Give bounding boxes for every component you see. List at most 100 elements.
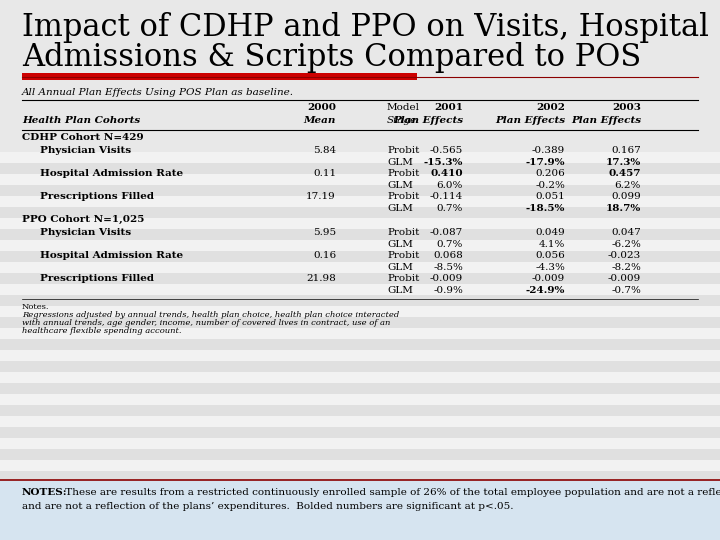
Text: Impact of CDHP and PPO on Visits, Hospital: Impact of CDHP and PPO on Visits, Hospit… — [22, 12, 709, 43]
Text: Probit: Probit — [387, 146, 419, 155]
Text: PPO Cohort N=1,025: PPO Cohort N=1,025 — [22, 215, 145, 224]
Text: Probit: Probit — [387, 228, 419, 237]
Text: healthcare flexible spending account.: healthcare flexible spending account. — [22, 327, 181, 335]
Text: 2001: 2001 — [434, 103, 463, 112]
Text: 0.16: 0.16 — [313, 251, 336, 260]
FancyBboxPatch shape — [0, 350, 720, 361]
Text: Health Plan Cohorts: Health Plan Cohorts — [22, 116, 140, 125]
Text: GLM: GLM — [387, 158, 413, 167]
Text: NOTES:: NOTES: — [22, 488, 68, 497]
Text: GLM: GLM — [387, 204, 413, 213]
FancyBboxPatch shape — [0, 295, 720, 306]
Text: 0.167: 0.167 — [611, 146, 641, 155]
Text: -0.7%: -0.7% — [611, 286, 641, 295]
FancyBboxPatch shape — [0, 196, 720, 207]
Text: 2000: 2000 — [307, 103, 336, 112]
Text: 0.056: 0.056 — [535, 251, 565, 260]
Text: 5.95: 5.95 — [313, 228, 336, 237]
Text: and are not a reflection of the plans’ expenditures.  Bolded numbers are signifi: and are not a reflection of the plans’ e… — [22, 502, 513, 511]
Text: All Annual Plan Effects Using POS Plan as baseline.: All Annual Plan Effects Using POS Plan a… — [22, 88, 294, 97]
Text: with annual trends, age gender, income, number of covered lives in contract, use: with annual trends, age gender, income, … — [22, 319, 390, 327]
Text: 0.068: 0.068 — [433, 251, 463, 260]
Text: -0.114: -0.114 — [430, 192, 463, 201]
Text: 0.457: 0.457 — [608, 169, 641, 178]
Text: Notes.: Notes. — [22, 303, 50, 311]
Text: Probit: Probit — [387, 192, 419, 201]
Text: 0.051: 0.051 — [535, 192, 565, 201]
Text: -0.2%: -0.2% — [535, 181, 565, 190]
FancyBboxPatch shape — [0, 383, 720, 394]
Text: -0.087: -0.087 — [430, 228, 463, 237]
Text: Plan Effects: Plan Effects — [571, 116, 641, 125]
Text: -8.2%: -8.2% — [611, 263, 641, 272]
FancyBboxPatch shape — [0, 480, 720, 540]
Text: 21.98: 21.98 — [306, 274, 336, 283]
FancyBboxPatch shape — [0, 438, 720, 449]
Text: -8.5%: -8.5% — [433, 263, 463, 272]
Text: Plan Effects: Plan Effects — [393, 116, 463, 125]
Text: -18.5%: -18.5% — [526, 204, 565, 213]
FancyBboxPatch shape — [0, 284, 720, 295]
FancyBboxPatch shape — [0, 174, 720, 185]
Text: -0.565: -0.565 — [430, 146, 463, 155]
FancyBboxPatch shape — [0, 306, 720, 317]
Text: Probit: Probit — [387, 169, 419, 178]
Text: Probit: Probit — [387, 251, 419, 260]
Text: Hospital Admission Rate: Hospital Admission Rate — [40, 251, 183, 260]
Text: -0.9%: -0.9% — [433, 286, 463, 295]
Text: GLM: GLM — [387, 263, 413, 272]
Text: 18.7%: 18.7% — [606, 204, 641, 213]
FancyBboxPatch shape — [0, 394, 720, 405]
Text: -4.3%: -4.3% — [535, 263, 565, 272]
Text: -0.009: -0.009 — [430, 274, 463, 283]
Text: 5.84: 5.84 — [313, 146, 336, 155]
Text: CDHP Cohort N=429: CDHP Cohort N=429 — [22, 133, 143, 142]
Text: 0.410: 0.410 — [431, 169, 463, 178]
FancyBboxPatch shape — [0, 218, 720, 229]
FancyBboxPatch shape — [0, 317, 720, 328]
Text: Probit: Probit — [387, 274, 419, 283]
Text: Prescriptions Filled: Prescriptions Filled — [40, 274, 154, 283]
Text: Mean: Mean — [304, 116, 336, 125]
Text: 2002: 2002 — [536, 103, 565, 112]
Text: GLM: GLM — [387, 286, 413, 295]
FancyBboxPatch shape — [0, 405, 720, 416]
FancyBboxPatch shape — [0, 449, 720, 460]
FancyBboxPatch shape — [0, 251, 720, 262]
Text: GLM: GLM — [387, 181, 413, 190]
Text: 6.0%: 6.0% — [436, 181, 463, 190]
FancyBboxPatch shape — [0, 460, 720, 471]
Text: 0.049: 0.049 — [535, 228, 565, 237]
FancyBboxPatch shape — [0, 262, 720, 273]
Text: 6.2%: 6.2% — [615, 181, 641, 190]
Text: 0.206: 0.206 — [535, 169, 565, 178]
FancyBboxPatch shape — [0, 207, 720, 218]
FancyBboxPatch shape — [0, 471, 720, 482]
FancyBboxPatch shape — [0, 163, 720, 174]
Text: 0.7%: 0.7% — [436, 204, 463, 213]
Text: Prescriptions Filled: Prescriptions Filled — [40, 192, 154, 201]
FancyBboxPatch shape — [0, 273, 720, 284]
Text: Physician Visits: Physician Visits — [40, 146, 131, 155]
FancyBboxPatch shape — [0, 372, 720, 383]
Text: -15.3%: -15.3% — [423, 158, 463, 167]
Text: Physician Visits: Physician Visits — [40, 228, 131, 237]
Text: Model: Model — [387, 103, 420, 112]
Text: Stage: Stage — [387, 116, 417, 125]
Text: Plan Effects: Plan Effects — [495, 116, 565, 125]
Text: GLM: GLM — [387, 240, 413, 249]
FancyBboxPatch shape — [0, 185, 720, 196]
FancyBboxPatch shape — [0, 427, 720, 438]
Text: -0.009: -0.009 — [608, 274, 641, 283]
FancyBboxPatch shape — [0, 339, 720, 350]
Text: 0.099: 0.099 — [611, 192, 641, 201]
FancyBboxPatch shape — [0, 229, 720, 240]
Text: 2003: 2003 — [612, 103, 641, 112]
Text: -6.2%: -6.2% — [611, 240, 641, 249]
FancyBboxPatch shape — [0, 152, 720, 163]
Text: -24.9%: -24.9% — [526, 286, 565, 295]
Text: Hospital Admission Rate: Hospital Admission Rate — [40, 169, 183, 178]
Text: -0.023: -0.023 — [608, 251, 641, 260]
Text: 17.3%: 17.3% — [606, 158, 641, 167]
Text: Admissions & Scripts Compared to POS: Admissions & Scripts Compared to POS — [22, 42, 642, 73]
